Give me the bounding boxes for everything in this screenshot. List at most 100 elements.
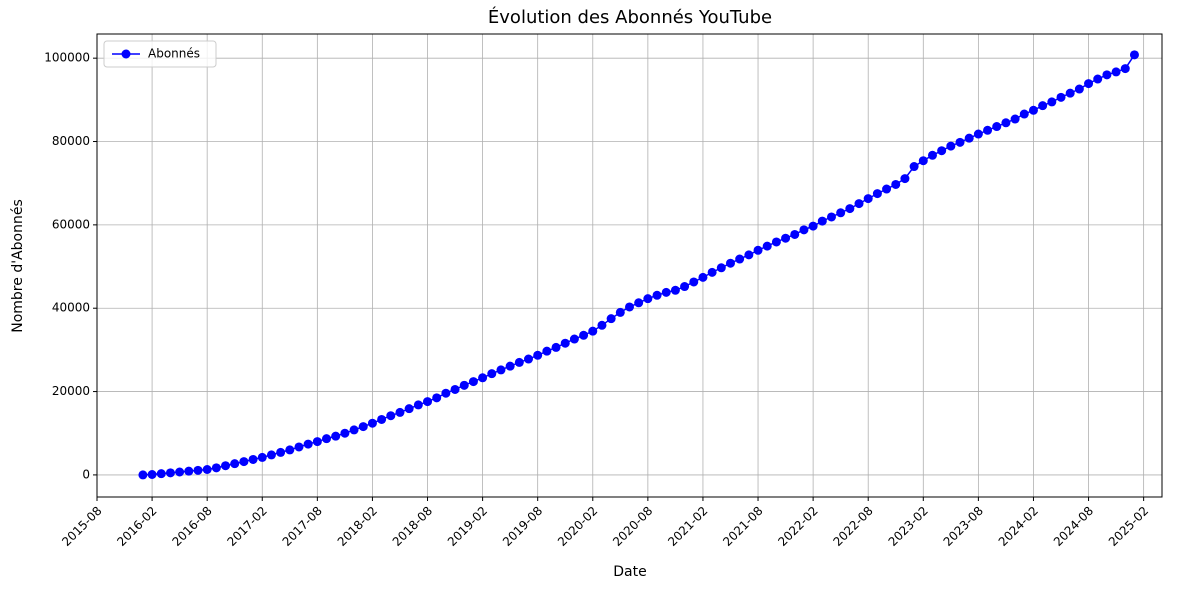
data-point bbox=[533, 350, 543, 360]
data-point bbox=[202, 464, 212, 474]
x-tick-label: 2020-02 bbox=[555, 504, 600, 549]
data-point bbox=[395, 407, 405, 417]
data-point bbox=[1102, 70, 1112, 80]
x-tick-label: 2021-08 bbox=[720, 504, 765, 549]
data-point bbox=[349, 425, 359, 435]
data-point bbox=[239, 457, 249, 467]
data-point bbox=[1019, 109, 1029, 119]
data-point bbox=[1047, 97, 1057, 107]
data-point bbox=[487, 369, 497, 379]
data-point bbox=[496, 365, 506, 375]
data-point bbox=[735, 254, 745, 264]
data-point bbox=[689, 277, 699, 287]
data-point bbox=[725, 258, 735, 268]
data-point bbox=[175, 467, 185, 477]
data-point bbox=[1093, 74, 1103, 84]
data-point bbox=[276, 447, 286, 457]
data-point bbox=[927, 150, 937, 160]
data-point bbox=[1074, 84, 1084, 94]
x-tick-label: 2019-02 bbox=[445, 504, 490, 549]
x-tick-label: 2023-02 bbox=[886, 504, 931, 549]
data-point bbox=[882, 184, 892, 194]
data-point bbox=[478, 373, 488, 383]
data-point bbox=[1065, 88, 1075, 98]
data-point bbox=[248, 454, 258, 464]
data-point bbox=[1028, 105, 1038, 115]
data-point bbox=[560, 338, 570, 348]
plot-frame bbox=[96, 33, 1163, 498]
x-tick-label: 2023-08 bbox=[941, 504, 986, 549]
data-point bbox=[781, 233, 791, 243]
data-point bbox=[147, 469, 157, 479]
data-point bbox=[992, 122, 1002, 132]
data-point bbox=[1084, 79, 1094, 89]
data-point bbox=[588, 326, 598, 336]
x-tick-label: 2024-02 bbox=[996, 504, 1041, 549]
data-point bbox=[1129, 50, 1139, 60]
data-point bbox=[1120, 64, 1130, 74]
data-point bbox=[165, 468, 175, 478]
data-point bbox=[1111, 67, 1121, 77]
data-point bbox=[606, 314, 616, 324]
data-point bbox=[698, 272, 708, 282]
y-tick-label: 40000 bbox=[52, 301, 90, 315]
data-point bbox=[790, 229, 800, 239]
data-point bbox=[1010, 114, 1020, 124]
data-point bbox=[964, 133, 974, 143]
data-point bbox=[836, 208, 846, 218]
y-tick-label: 20000 bbox=[52, 384, 90, 398]
y-axis-label: Nombre d'Abonnés bbox=[10, 199, 26, 333]
data-point bbox=[322, 434, 332, 444]
data-line bbox=[142, 54, 1136, 476]
data-point bbox=[900, 174, 910, 184]
data-point bbox=[946, 141, 956, 151]
data-point bbox=[303, 439, 313, 449]
data-point bbox=[680, 282, 690, 292]
legend-box bbox=[103, 40, 217, 68]
data-point bbox=[615, 307, 625, 317]
data-point bbox=[643, 294, 653, 304]
data-point bbox=[413, 400, 423, 410]
data-point bbox=[505, 361, 515, 371]
data-point bbox=[156, 469, 166, 479]
data-point bbox=[221, 461, 231, 471]
data-point bbox=[753, 245, 763, 255]
data-point bbox=[863, 194, 873, 204]
x-tick-label: 2024-08 bbox=[1051, 504, 1096, 549]
x-tick-label: 2018-08 bbox=[390, 504, 435, 549]
x-tick-label: 2018-02 bbox=[335, 504, 380, 549]
data-point bbox=[524, 354, 534, 364]
data-point bbox=[808, 221, 818, 231]
y-tick-label: 100000 bbox=[44, 51, 90, 65]
data-point bbox=[937, 146, 947, 156]
x-tick-label: 2017-02 bbox=[225, 504, 270, 549]
data-point bbox=[514, 357, 524, 367]
data-point bbox=[909, 162, 919, 172]
chart-title: Évolution des Abonnés YouTube bbox=[488, 6, 772, 28]
data-point bbox=[294, 442, 304, 452]
data-point bbox=[661, 287, 671, 297]
data-point bbox=[468, 377, 478, 387]
data-point bbox=[285, 445, 295, 455]
data-point bbox=[817, 216, 827, 226]
y-tick-label: 80000 bbox=[52, 134, 90, 148]
data-point bbox=[358, 422, 368, 432]
x-tick-label: 2016-08 bbox=[169, 504, 214, 549]
data-point bbox=[257, 452, 267, 462]
data-point bbox=[386, 411, 396, 421]
data-point bbox=[579, 330, 589, 340]
data-point bbox=[1056, 92, 1066, 102]
data-point bbox=[450, 384, 460, 394]
x-tick-label: 2025-02 bbox=[1106, 504, 1151, 549]
x-tick-label: 2017-08 bbox=[280, 504, 325, 549]
data-point bbox=[367, 418, 377, 428]
data-point bbox=[634, 298, 644, 308]
data-point bbox=[625, 302, 634, 312]
x-tick-label: 2016-02 bbox=[114, 504, 159, 549]
data-point bbox=[331, 431, 341, 441]
y-tick-label: 60000 bbox=[52, 217, 90, 231]
data-point bbox=[854, 199, 864, 209]
data-point bbox=[597, 320, 607, 330]
data-point bbox=[973, 129, 983, 139]
